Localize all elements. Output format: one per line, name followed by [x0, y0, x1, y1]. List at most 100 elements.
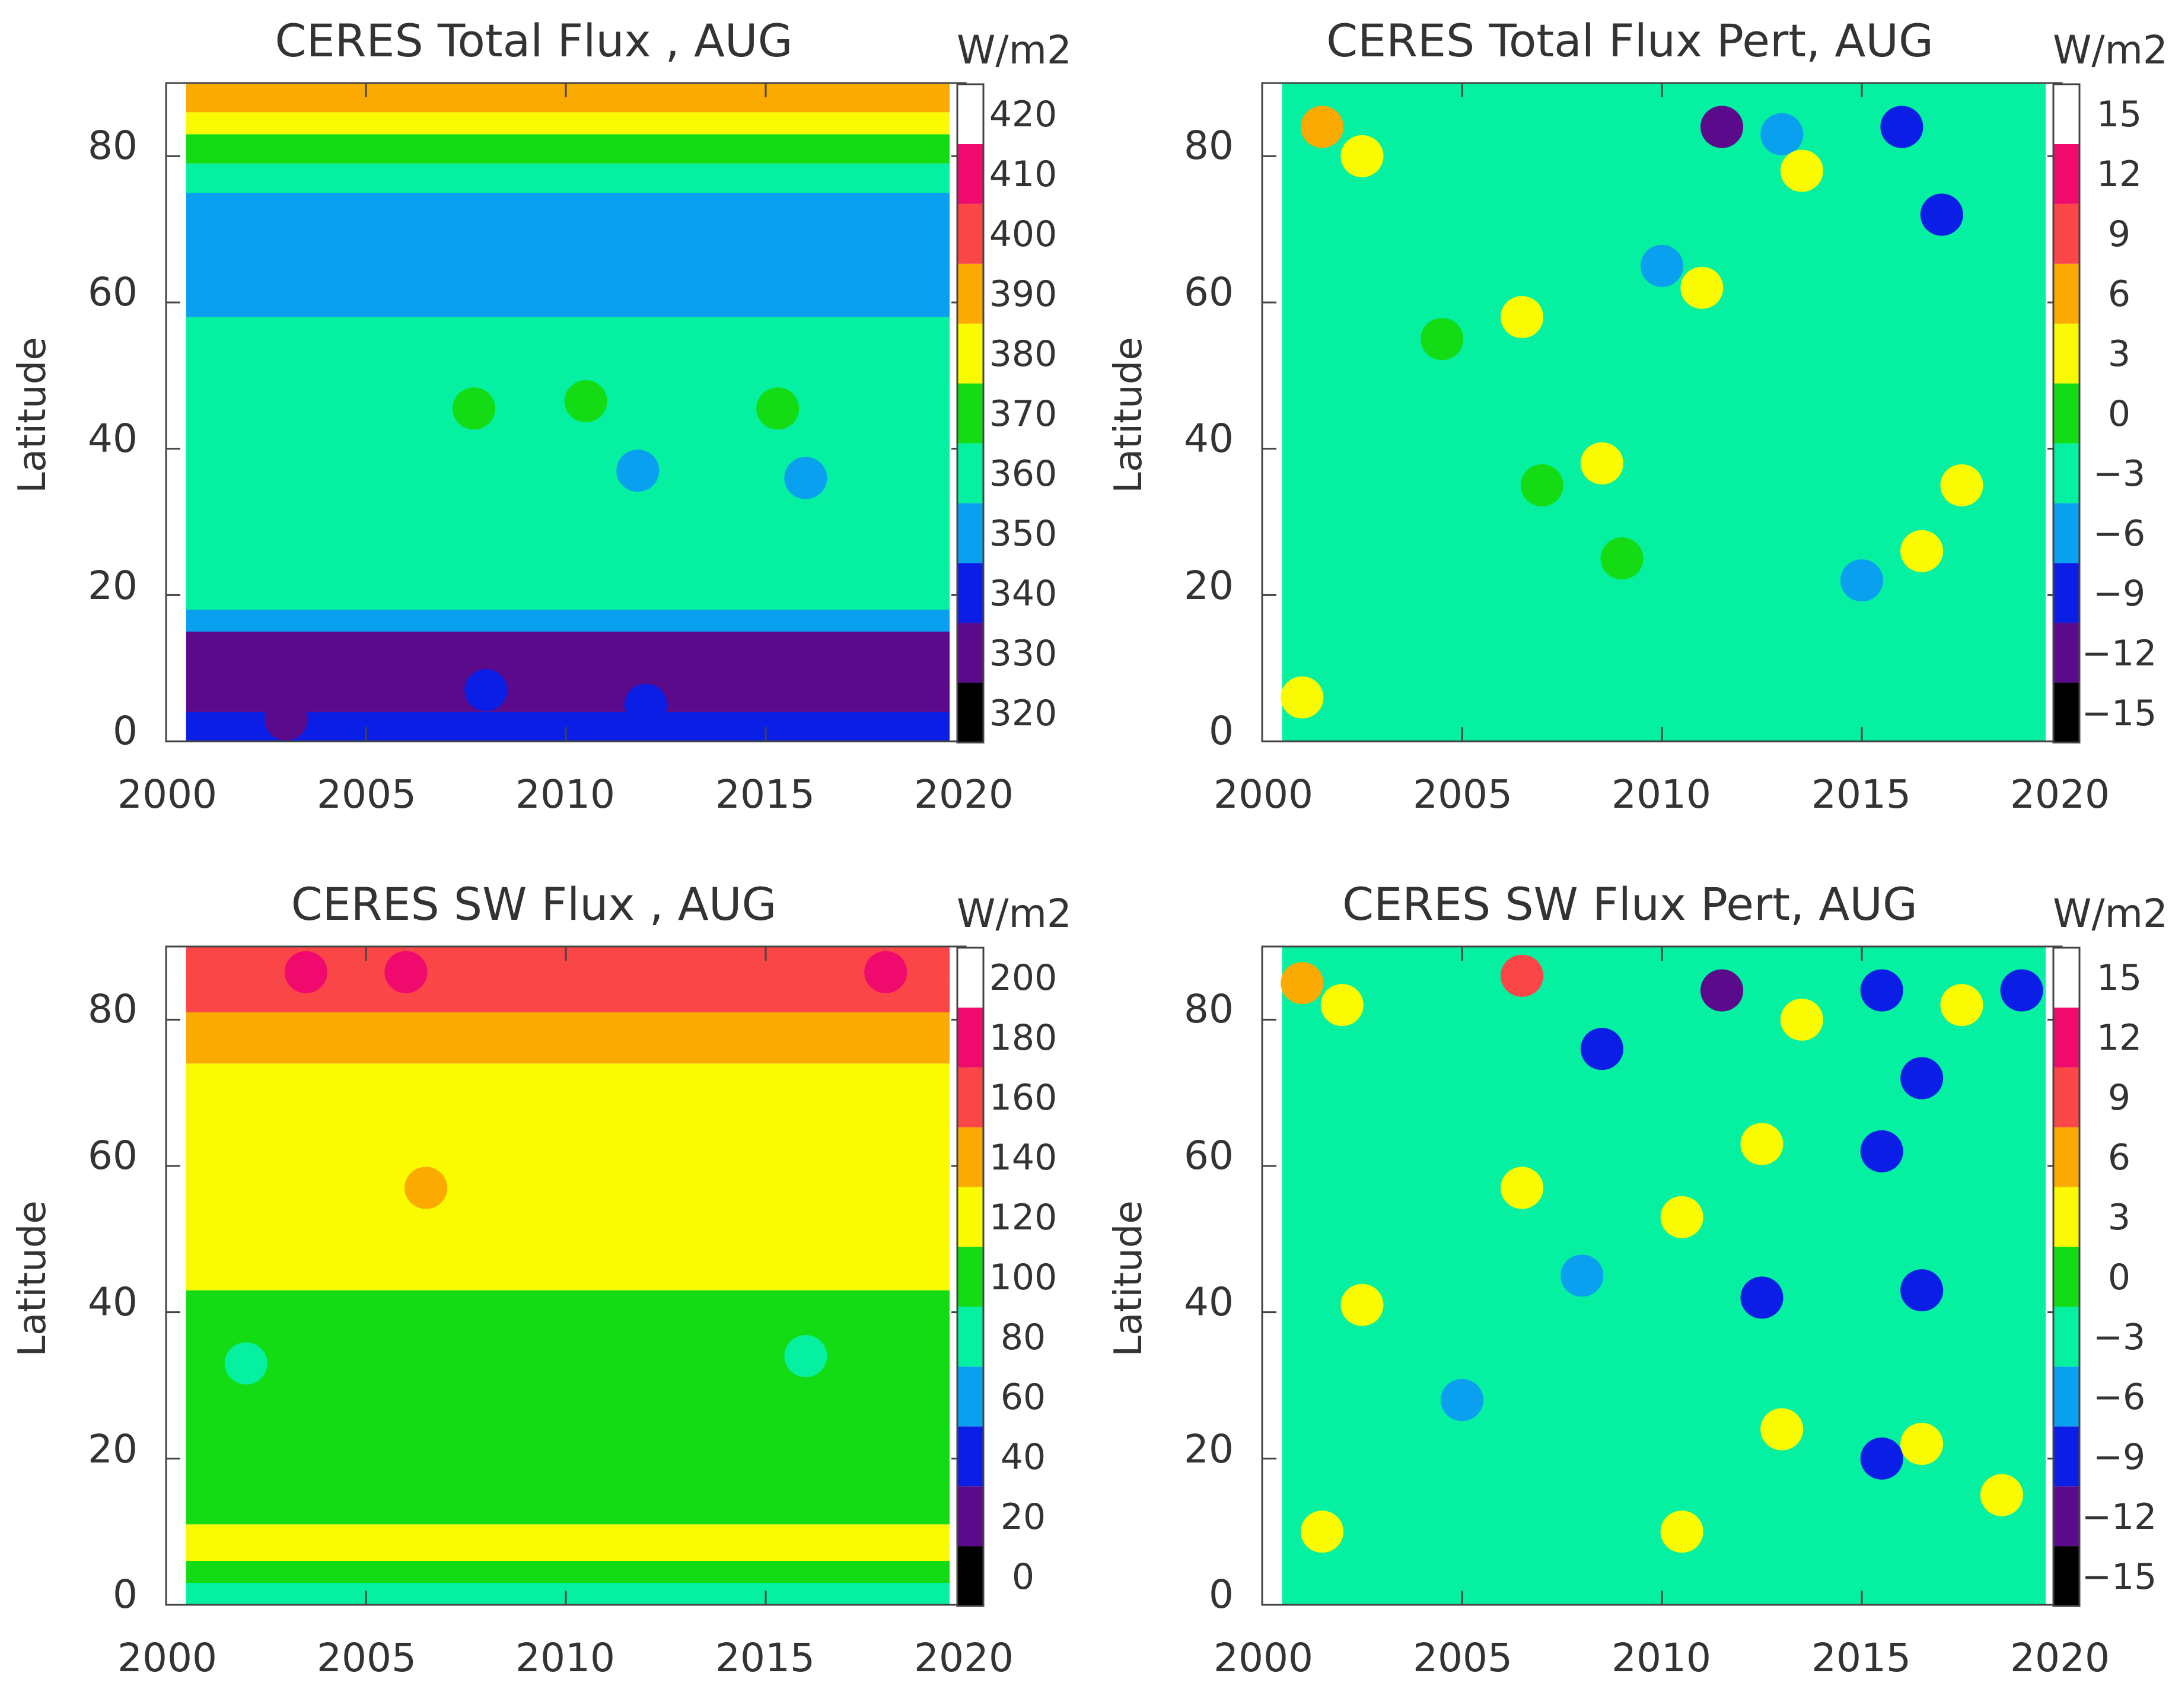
contour-band	[186, 134, 950, 164]
y-tick-label: 40	[88, 1279, 138, 1325]
contour-blob	[1421, 318, 1464, 361]
y-tick-label: 80	[88, 986, 138, 1032]
colorbar-segment	[957, 144, 983, 204]
contour-blob	[1880, 106, 1923, 148]
contour-blob	[1780, 998, 1823, 1041]
chart-svg: CERES Total Flux , AUG Latitude W/m2 200…	[11, 14, 1072, 817]
colorbar-label: 360	[989, 453, 1058, 495]
colorbar-segment	[2053, 1247, 2079, 1307]
colorbar-segment	[957, 623, 983, 683]
x-tick-label: 2000	[117, 772, 217, 817]
colorbar-segment	[957, 323, 983, 384]
chart-panel-1: CERES Total Flux , AUG Latitude W/m2 200…	[0, 0, 1076, 845]
colorbar-label: 9	[2108, 1077, 2130, 1119]
x-axis: 2000 2005 2010 2015 2020	[1214, 1635, 2110, 1681]
contour-blob	[1760, 1408, 1804, 1451]
contour-blob	[1340, 135, 1384, 177]
colorbar-label: −6	[2093, 513, 2145, 555]
contour-blob	[564, 380, 607, 423]
colorbar-labels: 320 330 340 350 360 370 380 390 400 410 …	[989, 94, 1058, 734]
colorbar-label: 3	[2108, 333, 2130, 375]
colorbar-label: 0	[2108, 1257, 2130, 1298]
colorbar-border	[956, 83, 985, 744]
colorbar-segment	[957, 263, 983, 324]
colorbar	[2052, 947, 2081, 1607]
contour-blob	[1560, 1254, 1604, 1297]
chart-title: CERES Total Flux Pert, AUG	[1326, 14, 1934, 67]
contour-blob	[1301, 106, 1344, 148]
x-tick-label: 2020	[2010, 1635, 2110, 1681]
y-tick-label: 80	[1184, 123, 1234, 168]
y-axis-label: Latitude	[11, 1200, 55, 1356]
y-axis: 0 20 40 60 80	[1184, 986, 1234, 1617]
contour-blob	[1940, 984, 1983, 1027]
contour-band	[186, 1561, 950, 1583]
y-axis: 0 20 40 60 80	[88, 123, 138, 754]
contour-blob	[405, 1167, 448, 1209]
colorbar-label: 6	[2108, 273, 2130, 315]
x-tick-label: 2000	[1214, 772, 1313, 817]
contour-blob	[1580, 1028, 1623, 1070]
x-tick-label: 2005	[1413, 1635, 1512, 1681]
contour-blob	[1301, 1511, 1344, 1553]
y-tick-label: 60	[1184, 269, 1234, 315]
colorbar-segment	[957, 503, 983, 563]
colorbar-label: 0	[2108, 393, 2130, 435]
colorbar-segment	[957, 1247, 983, 1307]
plot-area	[1281, 83, 2046, 741]
y-tick-label: 60	[88, 269, 138, 315]
contour-blob	[1920, 193, 1963, 236]
colorbar-label: 180	[989, 1017, 1058, 1059]
colorbar-label: 80	[1001, 1317, 1046, 1358]
colorbar-label: −6	[2093, 1376, 2145, 1418]
x-tick-label: 2000	[117, 1635, 217, 1681]
contour-blob	[1501, 296, 1544, 339]
chart-svg: CERES SW Flux , AUG Latitude W/m2 2000 2…	[11, 878, 1072, 1681]
colorbar-segment	[957, 1187, 983, 1247]
contour-blob	[1520, 464, 1563, 506]
x-tick-label: 2015	[1811, 1635, 1911, 1681]
contour-blob	[784, 1335, 827, 1378]
colorbar	[2052, 83, 2081, 744]
chart-panel-3: CERES SW Flux , AUG Latitude W/m2 2000 2…	[0, 863, 1076, 1708]
y-tick-label: 20	[1184, 1426, 1234, 1472]
contour-blob	[1840, 559, 1884, 602]
colorbar-segment	[2053, 263, 2079, 324]
colorbar-label: 420	[989, 94, 1058, 135]
contour-blob	[1660, 1196, 1703, 1238]
colorbar-segment	[2053, 1426, 2079, 1487]
contour-band	[186, 163, 950, 193]
contour-blob	[1900, 1057, 1944, 1100]
contour-blob	[1640, 244, 1684, 287]
contour-blob	[1860, 969, 1903, 1012]
contour-blob	[864, 951, 907, 993]
chart-title: CERES Total Flux , AUG	[275, 14, 793, 67]
colorbar-label: −9	[2093, 1436, 2145, 1478]
colorbar-label: 380	[989, 333, 1058, 375]
colorbar-label: −15	[2082, 1556, 2157, 1598]
colorbar-label: −9	[2093, 573, 2145, 614]
colorbar-label: −3	[2093, 1317, 2145, 1358]
colorbar-label: 20	[1001, 1496, 1046, 1538]
colorbar-label: −12	[2082, 1496, 2157, 1538]
contour-blob	[1760, 113, 1804, 155]
contour-blob	[452, 387, 496, 430]
colorbar-segment	[957, 1067, 983, 1127]
colorbar-label: 350	[989, 513, 1058, 555]
colorbar-label: 6	[2108, 1137, 2130, 1178]
contour-band	[186, 112, 950, 135]
contour-blob	[1860, 1437, 1903, 1480]
colorbar-segment	[2053, 1187, 2079, 1247]
contour-blob	[1780, 149, 1823, 192]
x-tick-label: 2010	[1612, 1635, 1711, 1681]
colorbar-segment	[2053, 1486, 2079, 1547]
contour-band	[186, 1290, 950, 1525]
colorbar-segment	[2053, 503, 2079, 563]
colorbar-label: −15	[2082, 693, 2157, 734]
colorbar-unit: W/m2	[957, 27, 1072, 73]
colorbar-label: 340	[989, 573, 1058, 614]
colorbar-label: 400	[989, 214, 1058, 255]
contour-band	[186, 1063, 950, 1290]
contour-blob	[1980, 1474, 2023, 1516]
colorbar-border	[2052, 947, 2081, 1607]
